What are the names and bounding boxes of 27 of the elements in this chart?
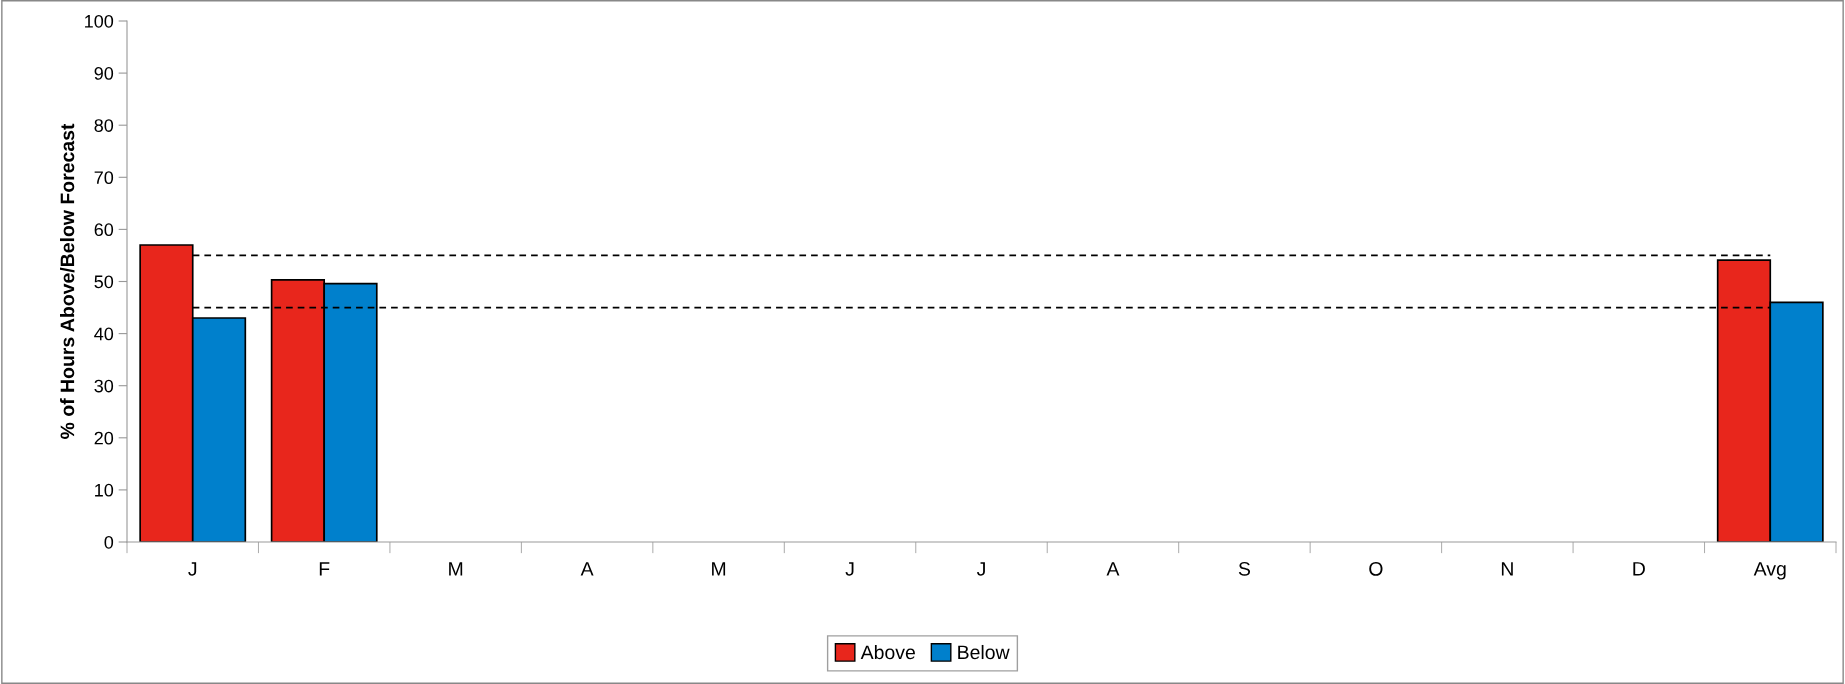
y-tick-label: 20 bbox=[94, 431, 114, 445]
x-tick-label: Avg bbox=[1753, 562, 1786, 580]
y-tick-label: 40 bbox=[94, 327, 114, 341]
y-tick-label: 80 bbox=[94, 119, 114, 132]
y-tick-label: 60 bbox=[94, 223, 114, 237]
y-axis-title: % of Hours Above/Below Forecast bbox=[60, 123, 75, 439]
legend-label: Above bbox=[860, 644, 915, 660]
x-tick-label: A bbox=[1106, 562, 1120, 576]
legend-label: Below bbox=[958, 644, 1010, 660]
x-tick-label: A bbox=[580, 562, 594, 576]
x-tick-label: M bbox=[449, 562, 463, 576]
y-tick-label: 100 bbox=[85, 14, 114, 28]
y-tick-label: 90 bbox=[94, 67, 114, 80]
x-tick-label: J bbox=[845, 562, 854, 576]
x-tick-label: S bbox=[1238, 561, 1251, 576]
y-tick-label: 0 bbox=[104, 535, 114, 549]
x-tick-label: N bbox=[1501, 562, 1513, 576]
x-tick-label: D bbox=[1633, 562, 1645, 576]
y-tick-label: 70 bbox=[94, 171, 114, 185]
y-tick-label: 10 bbox=[95, 483, 114, 497]
x-tick-label: J bbox=[976, 562, 985, 576]
x-tick-label: J bbox=[188, 562, 197, 576]
x-tick-label: O bbox=[1369, 561, 1383, 576]
y-tick-label: 30 bbox=[94, 379, 114, 393]
x-tick-label: F bbox=[319, 562, 330, 576]
y-tick-label: 50 bbox=[94, 275, 114, 289]
x-tick-label: M bbox=[712, 562, 726, 576]
